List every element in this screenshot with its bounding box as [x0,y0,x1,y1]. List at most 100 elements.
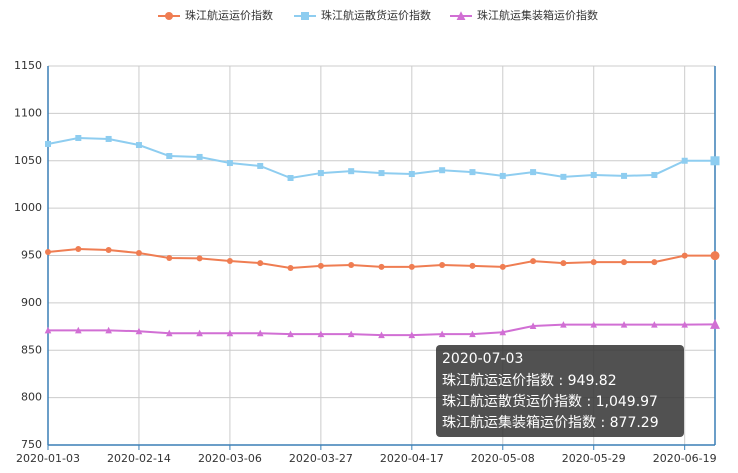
marker [621,259,628,266]
marker [560,321,567,328]
marker [499,263,506,270]
marker [681,157,688,164]
marker [710,318,720,329]
tooltip-row: 珠江航运集装箱运价指数 : 877.29 [442,414,659,431]
marker [196,255,203,262]
legend-label: 珠江航运集装箱运价指数 [477,8,598,22]
legend-label: 珠江航运散货运价指数 [321,8,431,22]
marker [45,248,51,255]
marker [301,12,309,20]
tooltip-row: 珠江航运运价指数 : 949.82 [442,373,617,389]
marker [257,162,264,169]
tooltip-name: 珠江航运散货运价指数 [442,393,582,410]
marker [439,167,446,174]
tooltip-name: 珠江航运运价指数 [442,373,554,389]
marker [499,328,507,336]
marker [469,330,476,338]
marker [378,263,385,270]
marker [317,330,325,338]
marker [378,331,385,339]
marker [499,172,506,179]
marker [256,329,264,337]
marker [651,171,658,178]
marker [135,142,142,149]
y-tick-label: 1050 [14,154,42,167]
marker [438,330,446,338]
marker [287,174,294,181]
tooltip-name: 珠江航运集装箱运价指数 [442,414,596,431]
y-tick-label: 1100 [14,106,42,119]
marker [165,12,173,20]
marker [75,135,82,142]
marker [456,11,466,20]
marker [621,172,628,179]
marker [105,135,112,142]
lines [44,135,720,339]
y-tick-label: 1150 [14,59,42,72]
y-tick-label: 850 [21,343,42,356]
marker [590,259,597,266]
marker [226,329,234,337]
tooltip-sep: : [554,373,568,389]
marker [196,153,203,160]
tooltip: 2020-07-03 珠江航运运价指数 : 949.82 珠江航运散货运价指数 : … [436,345,684,437]
legend-label: 珠江航运运价指数 [185,8,273,22]
marker [710,251,720,261]
marker [105,247,112,254]
marker [257,260,264,267]
x-tick-label: 2020-06-19 [653,452,717,465]
x-tick-label: 2020-01-03 [16,452,80,465]
marker [560,173,567,180]
y-tick-label: 800 [21,391,42,404]
tooltip-box [436,345,684,437]
legend: 珠江航运运价指数 珠江航运散货运价指数 珠江航运集装箱运价指数 [158,8,598,22]
x-tick-label: 2020-03-06 [198,452,262,465]
marker [529,322,537,329]
marker [590,321,598,328]
x-tick-label: 2020-05-08 [471,452,535,465]
marker [347,330,355,338]
y-tick-label: 1000 [14,201,42,214]
marker [620,321,628,328]
marker [317,170,324,177]
marker [710,156,720,166]
y-tick-label: 900 [21,296,42,309]
tooltip-sep: : [582,394,596,410]
x-tick-label: 2020-03-27 [289,452,353,465]
y-tick-label: 950 [21,249,42,262]
marker [135,327,143,335]
tooltip-row: 珠江航运散货运价指数 : 1,049.97 [442,393,658,410]
marker [408,171,415,178]
marker [408,263,415,270]
x-tick-label: 2020-04-17 [380,452,444,465]
marker [44,326,52,334]
tooltip-value: 949.82 [568,373,617,389]
marker [378,170,385,177]
x-tick-label: 2020-02-14 [107,452,171,465]
tooltip-value: 877.29 [610,415,659,431]
marker [75,326,82,334]
tooltip-title: 2020-07-03 [442,351,523,367]
tooltip-value: 1,049.97 [596,394,658,410]
marker [408,331,416,339]
marker [681,321,688,328]
marker [439,261,446,268]
marker [166,153,173,160]
marker [196,329,203,337]
marker [469,169,476,176]
marker [287,265,294,272]
marker [530,169,537,176]
marker [317,262,324,269]
marker [226,160,233,167]
y-tick-label: 750 [21,438,42,451]
marker [348,261,355,268]
tooltip-sep: : [596,415,610,431]
marker [530,258,537,265]
marker [348,168,355,175]
marker [75,245,82,252]
marker [681,252,688,259]
marker [45,140,51,147]
marker [105,326,112,334]
marker [560,260,567,267]
